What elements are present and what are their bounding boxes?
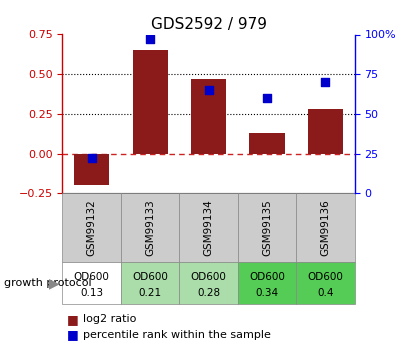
Point (322, 79, 329, 85)
Text: GSM99132: GSM99132 (87, 199, 97, 256)
Text: 0.4: 0.4 (317, 288, 334, 298)
Point (206, 87, 212, 93)
Point (89, 156, 95, 161)
Text: ■: ■ (66, 313, 78, 326)
Text: GSM99136: GSM99136 (320, 199, 330, 256)
Bar (62, 262, 121, 304)
Bar (62, 193, 121, 262)
Text: 0.13: 0.13 (80, 288, 103, 298)
Text: GSM99134: GSM99134 (204, 199, 214, 256)
Bar (238, 262, 296, 304)
Point (264, 95, 270, 101)
Bar (308, 109, 343, 154)
Point (147, 37, 153, 42)
Text: OD600: OD600 (132, 272, 168, 282)
Text: OD600: OD600 (74, 272, 110, 282)
Text: OD600: OD600 (307, 272, 343, 282)
Bar (179, 262, 238, 304)
Text: GSM99135: GSM99135 (262, 199, 272, 256)
Text: 0.21: 0.21 (139, 288, 162, 298)
Bar (121, 193, 179, 262)
Text: 0.28: 0.28 (197, 288, 220, 298)
Bar (74, 154, 109, 185)
Text: OD600: OD600 (191, 272, 226, 282)
Bar (191, 79, 226, 154)
Text: log2 ratio: log2 ratio (83, 314, 136, 324)
Bar (133, 50, 168, 154)
Text: ■: ■ (66, 328, 78, 341)
Bar (238, 193, 296, 262)
Title: GDS2592 / 979: GDS2592 / 979 (151, 17, 266, 32)
Bar (296, 193, 355, 262)
Text: growth protocol: growth protocol (4, 278, 91, 288)
Bar (296, 262, 355, 304)
Text: ▶: ▶ (49, 276, 60, 290)
Text: OD600: OD600 (249, 272, 285, 282)
Text: 0.34: 0.34 (256, 288, 278, 298)
Bar (121, 262, 179, 304)
Bar (179, 193, 238, 262)
Text: GSM99133: GSM99133 (145, 199, 155, 256)
Bar (249, 133, 285, 154)
Text: percentile rank within the sample: percentile rank within the sample (83, 330, 270, 339)
